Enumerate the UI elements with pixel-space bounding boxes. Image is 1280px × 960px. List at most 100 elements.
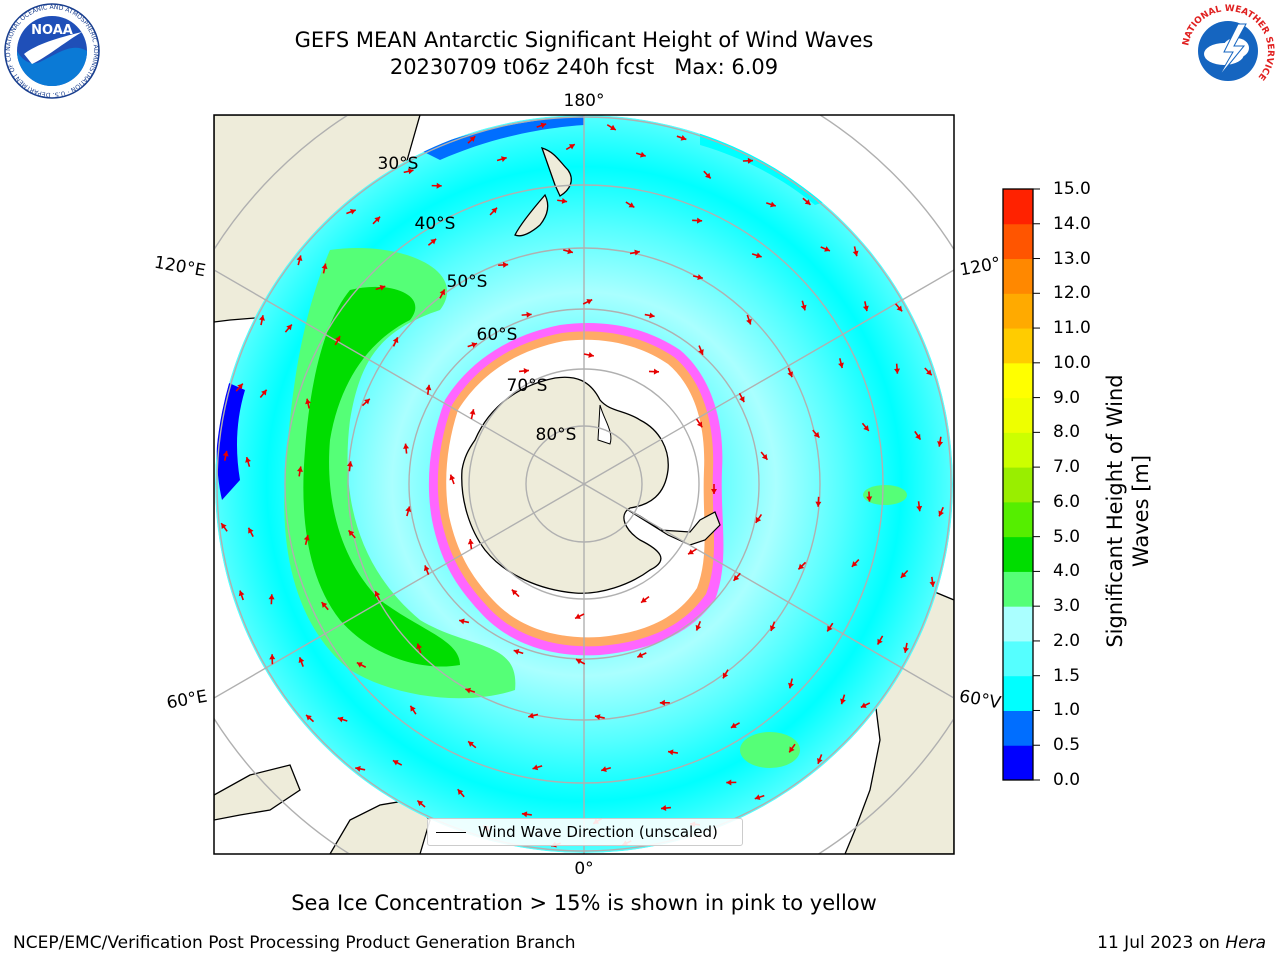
colorbar-tick-label: 1.5	[1053, 665, 1081, 686]
wave-arrow	[457, 788, 465, 798]
wave-arrow	[392, 759, 403, 766]
footer-credit: NCEP/EMC/Verification Post Processing Pr…	[13, 933, 576, 953]
wave-arrow	[815, 496, 822, 507]
wave-arrow	[268, 594, 275, 605]
wave-arrow	[563, 248, 574, 255]
colorbar-bin	[1003, 432, 1033, 468]
legend-label: Wind Wave Direction (unscaled)	[478, 823, 718, 841]
lat-label-50s: 50°S	[447, 272, 488, 292]
wave-arrow	[220, 522, 228, 532]
colorbar-tick-label: 2.0	[1053, 630, 1081, 651]
colorbar-bin	[1003, 467, 1033, 503]
wave-arrow	[431, 182, 442, 189]
wave-arrow	[521, 311, 532, 318]
wave-arrow	[929, 576, 936, 587]
footer-host: Hera	[1225, 933, 1266, 953]
wave-arrow	[766, 201, 777, 208]
wave-arrow	[648, 368, 660, 375]
wave-arrow	[733, 572, 741, 582]
wave-arrow	[861, 422, 870, 432]
wave-arrow	[876, 635, 884, 645]
wave-arrow	[521, 811, 532, 818]
colorbar-tick-label: 0.0	[1053, 770, 1081, 790]
wave-arrow	[222, 450, 229, 461]
wave-arrow	[439, 289, 446, 299]
wave-arrow	[513, 649, 524, 655]
wave-arrow	[259, 315, 265, 326]
wave-arrow	[751, 252, 762, 259]
wave-arrow	[726, 779, 737, 786]
colorbar-tick-label: 1.0	[1053, 700, 1081, 721]
wave-arrow	[937, 436, 944, 447]
nws-logo-icon: NATIONAL WEATHER SERVICE	[1181, 4, 1275, 98]
colorbar-tick-label: 6.0	[1053, 491, 1081, 512]
wave-arrow	[416, 643, 422, 654]
wave-arrow	[703, 170, 712, 180]
wave-arrow	[938, 506, 944, 517]
wave-arrow	[838, 358, 844, 369]
wave-arrow	[238, 590, 245, 601]
colorbar-bin	[1003, 328, 1033, 364]
wave-arrow	[692, 217, 703, 224]
wave-arrow	[802, 197, 812, 206]
wave-arrow	[458, 618, 470, 625]
wave-arrow	[755, 514, 763, 524]
meridian-label-60w: 60°V	[958, 687, 1003, 714]
land-antarctica	[461, 376, 669, 594]
wave-arrow	[392, 336, 399, 347]
wave-arrow	[469, 409, 476, 420]
wave-arrow	[629, 249, 640, 256]
wave-arrow	[711, 484, 717, 494]
colorbar-bin	[1003, 675, 1033, 711]
map-frame	[213, 114, 955, 855]
wave-arrow	[852, 246, 859, 257]
colorbar-tick-label: 13.0	[1053, 248, 1091, 269]
wave-arrow	[305, 714, 315, 723]
meridian-label-0: 0°	[574, 859, 593, 879]
colorbar-bin	[1003, 362, 1033, 399]
wave-arrow	[496, 156, 507, 162]
wave-arrow	[416, 799, 426, 808]
wave-arrow	[695, 418, 703, 428]
wave-arrow	[347, 529, 356, 539]
sea-ice-caption: Sea Ice Concentration > 15% is shown in …	[291, 891, 877, 915]
colorbar-bin	[1003, 293, 1033, 329]
colorbar-tick-label: 8.0	[1053, 422, 1081, 443]
wave-arrow	[355, 765, 366, 772]
wave-arrow	[692, 274, 704, 280]
meridian-label-180: 180°	[564, 91, 605, 111]
wave-arrow	[742, 157, 753, 164]
wave-arrow	[660, 805, 672, 812]
wave-arrow	[284, 323, 293, 333]
footer-date: 11 Jul 2023 on Hera	[1097, 933, 1266, 953]
wave-arrow	[903, 642, 909, 653]
colorbar-bin	[1003, 223, 1033, 260]
wave-arrow	[303, 534, 310, 545]
colorbar-tick-label: 14.0	[1053, 213, 1091, 234]
wave-arrow	[518, 367, 530, 374]
wave-arrow	[347, 461, 353, 472]
max-value: Max: 6.09	[674, 55, 779, 79]
wave-arrow	[235, 383, 244, 392]
map-legend: Wind Wave Direction (unscaled)	[427, 818, 743, 846]
wave-arrow	[760, 451, 769, 461]
colorbar-bin	[1003, 745, 1033, 781]
run-info: 20230709 t06z 240h fcst	[389, 55, 655, 79]
wave-arrow	[337, 716, 348, 723]
lat-label-70s: 70°S	[507, 376, 548, 396]
wave-arrow	[722, 669, 729, 679]
wave-arrow	[321, 263, 328, 274]
wave-arrow	[532, 764, 543, 771]
wave-arrow	[698, 345, 704, 356]
wave-arrow	[298, 657, 305, 667]
colorbar-title-line1: Significant Height of Wind	[1103, 374, 1127, 648]
wave-arrow	[269, 654, 276, 665]
wave-arrow	[305, 398, 312, 409]
wave-arrow	[403, 443, 410, 454]
wave-arrow	[862, 301, 869, 312]
chart-title: GEFS MEAN Antarctic Significant Height o…	[294, 28, 874, 52]
wave-arrow	[625, 201, 635, 209]
wave-arrow	[465, 687, 476, 694]
colorbar-tick-label: 3.0	[1053, 596, 1081, 617]
wave-arrow	[894, 363, 901, 374]
